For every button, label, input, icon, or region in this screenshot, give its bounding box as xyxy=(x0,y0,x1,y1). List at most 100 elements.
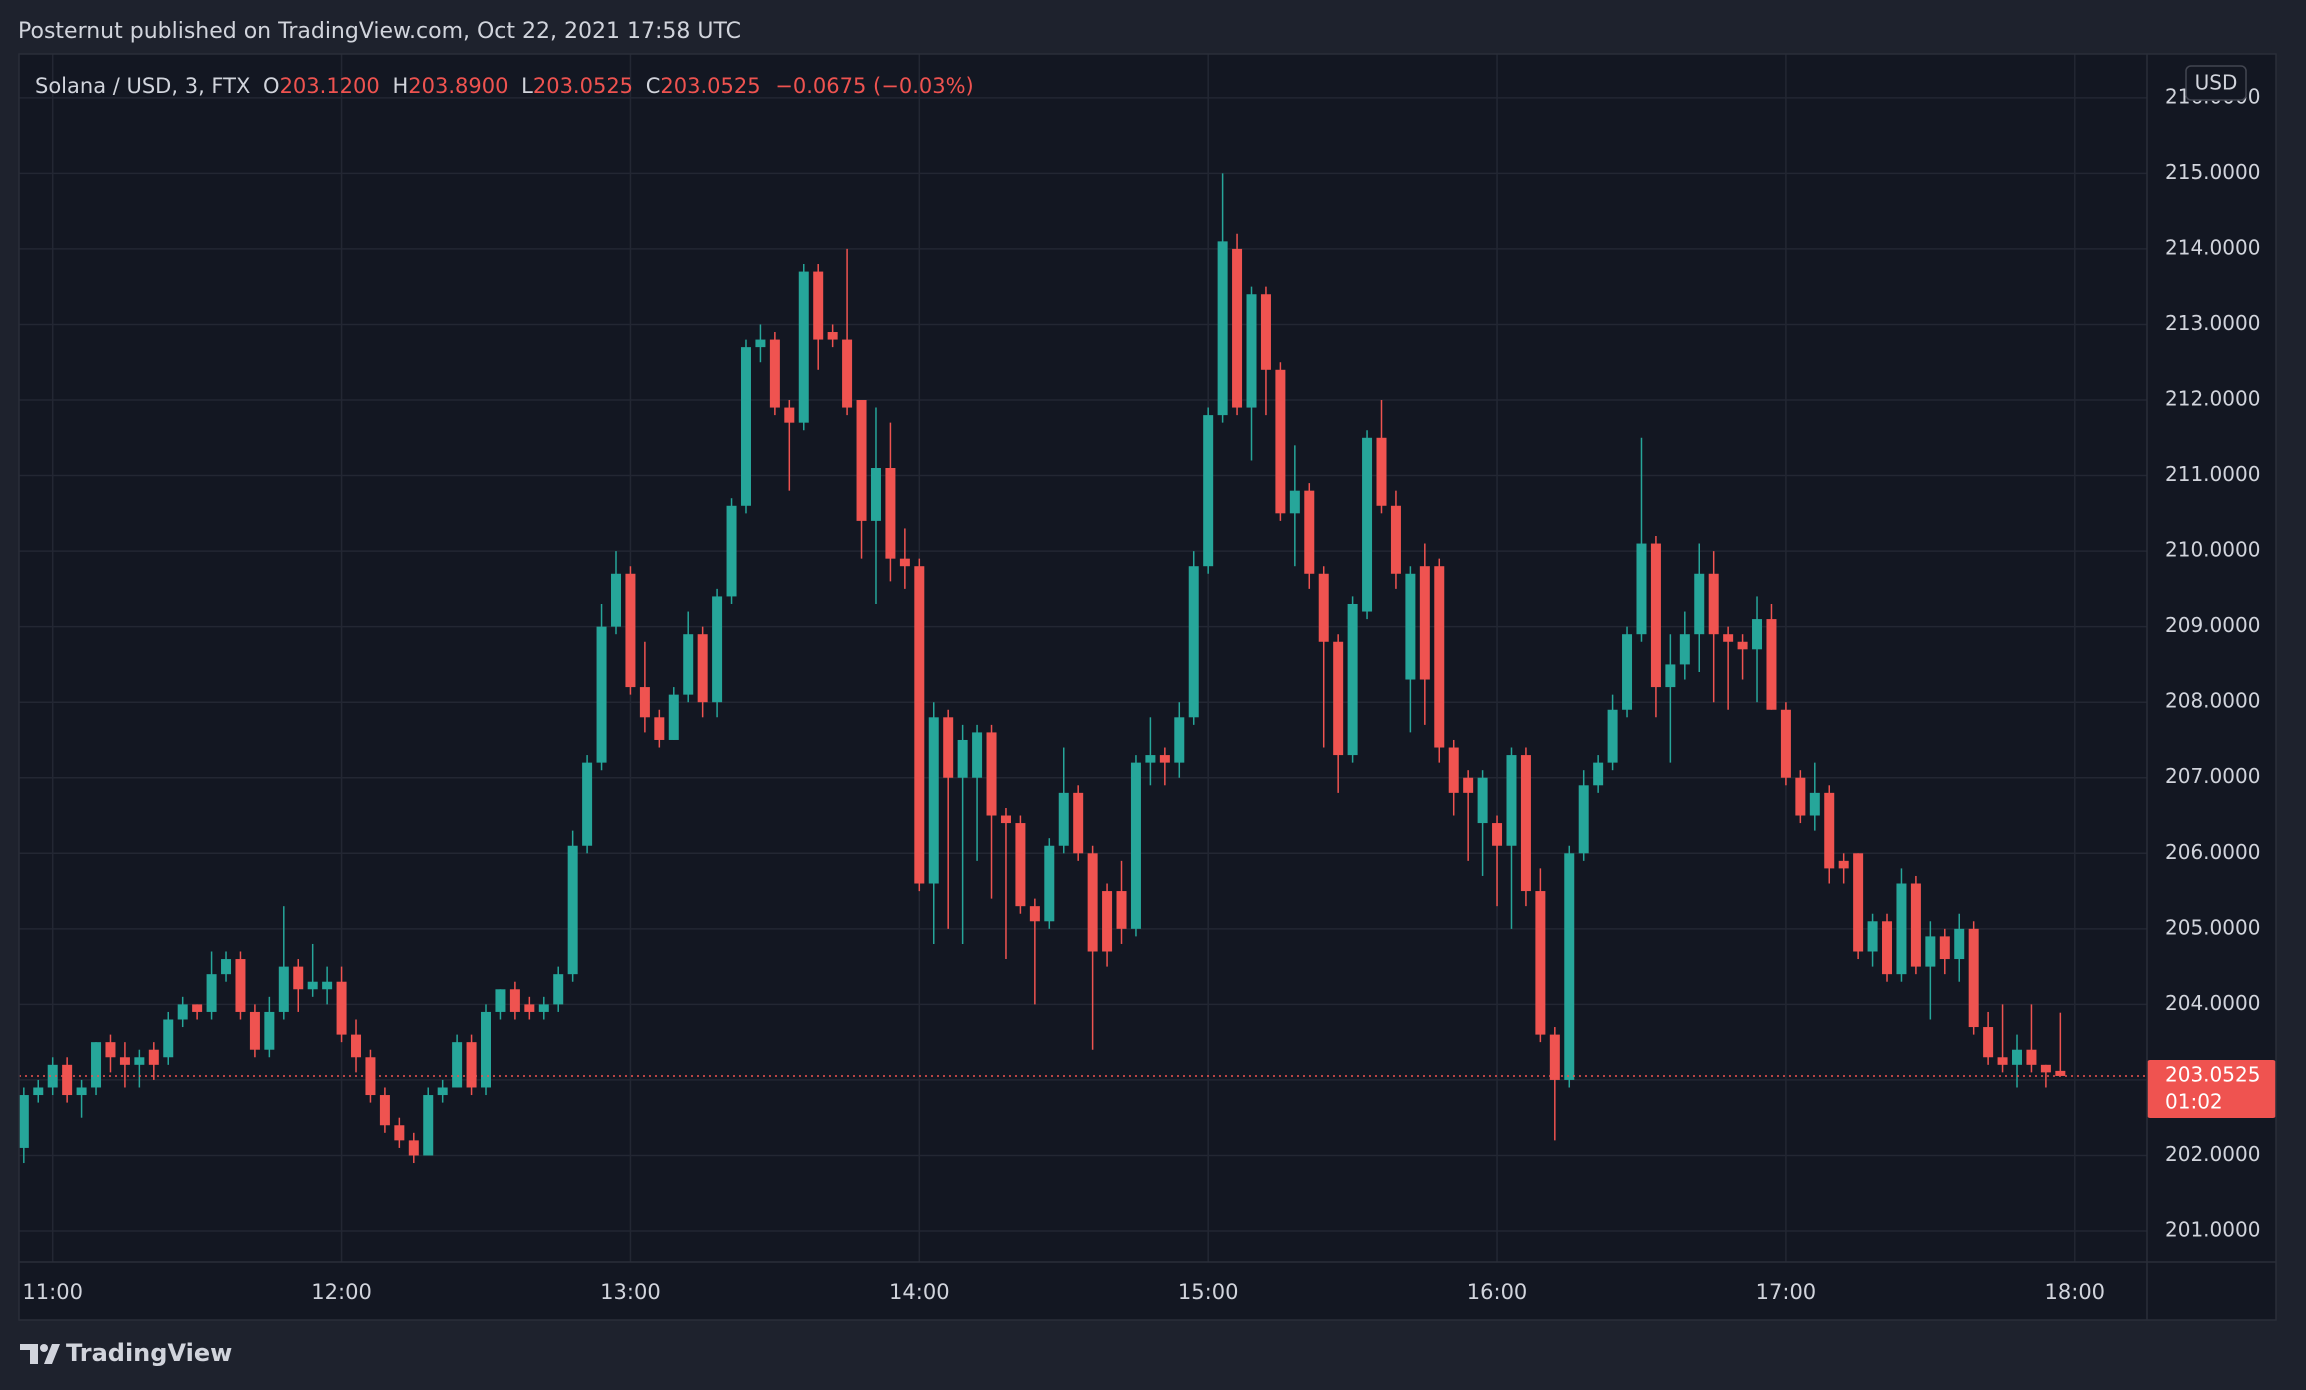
candle-body xyxy=(1809,792,1820,816)
axes: 201.0000202.0000203.0000204.0000205.0000… xyxy=(22,84,2276,1304)
currency-badge-box[interactable] xyxy=(2185,65,2247,101)
currency-badge[interactable]: USD xyxy=(2185,65,2247,101)
candle-body xyxy=(1174,717,1185,763)
candle-body xyxy=(249,1011,260,1050)
candle-body xyxy=(726,505,737,597)
candle-body xyxy=(769,339,780,408)
candle-body xyxy=(1925,936,1936,967)
candle-body xyxy=(1939,936,1950,960)
candle-body xyxy=(466,1042,477,1088)
candle-body xyxy=(1159,755,1170,763)
candle-body xyxy=(870,467,881,521)
candle-body xyxy=(1607,709,1618,763)
candle-body xyxy=(235,959,246,1012)
chart-pane xyxy=(19,54,2147,1262)
candle-body xyxy=(148,1049,159,1065)
close-label: C xyxy=(646,74,661,98)
candle-body xyxy=(62,1064,73,1096)
candle-body xyxy=(596,626,607,763)
candle-body xyxy=(1058,792,1069,846)
y-tick-label: 201.0000 xyxy=(2165,1218,2260,1242)
candle-body xyxy=(1000,815,1011,824)
candle-body xyxy=(683,634,694,695)
x-tick-label: 17:00 xyxy=(1756,1280,1817,1304)
candle-body xyxy=(365,1057,376,1096)
candle-body xyxy=(509,989,520,1012)
candle-body xyxy=(1188,566,1199,718)
candle-body xyxy=(1275,369,1286,514)
candle-body xyxy=(567,845,578,975)
candle-body xyxy=(1535,891,1546,1035)
candle-body xyxy=(1910,883,1921,967)
logo-mark xyxy=(20,1344,38,1364)
candle-body xyxy=(47,1064,58,1088)
candle-body xyxy=(697,634,708,703)
last-price-label: 203.0525 xyxy=(2165,1062,2260,1086)
candle-body xyxy=(91,1042,102,1088)
candle-body xyxy=(1145,755,1156,763)
candle-body xyxy=(105,1042,116,1058)
candle-body xyxy=(192,1004,203,1012)
time-axis xyxy=(19,1262,2276,1320)
high-value: 203.8900 xyxy=(408,74,508,98)
x-tick-label: 13:00 xyxy=(600,1280,661,1304)
candle-body xyxy=(1376,437,1387,506)
open-value: 203.1200 xyxy=(280,74,380,98)
logo-dot xyxy=(40,1344,48,1352)
candle-body xyxy=(914,566,925,884)
candle-body xyxy=(712,596,723,703)
y-tick-label: 209.0000 xyxy=(2165,613,2260,637)
candle-body xyxy=(1333,641,1344,756)
candle-body xyxy=(986,732,997,816)
candle-body xyxy=(928,717,939,884)
candle-body xyxy=(798,271,809,423)
candle-body xyxy=(1304,490,1315,574)
candle-body xyxy=(1492,823,1503,846)
candle-body xyxy=(1448,747,1459,793)
candle-body xyxy=(1882,921,1893,975)
x-tick-label: 11:00 xyxy=(22,1280,83,1304)
frame xyxy=(18,53,2277,1321)
candle-body xyxy=(1954,928,1965,960)
candle-body xyxy=(452,1042,463,1088)
y-tick-label: 207.0000 xyxy=(2165,764,2260,788)
currency-label[interactable]: USD xyxy=(2195,71,2238,95)
candle-body xyxy=(1593,762,1604,786)
candle-body xyxy=(379,1095,390,1126)
candle-body xyxy=(1694,573,1705,635)
x-tick-label: 16:00 xyxy=(1467,1280,1528,1304)
candle-body xyxy=(437,1087,448,1096)
candle-body xyxy=(885,467,896,559)
logo-slash xyxy=(44,1344,60,1364)
candle-body xyxy=(1463,777,1474,793)
candle-body xyxy=(1853,853,1864,952)
candle-body xyxy=(1102,891,1113,952)
candle-body xyxy=(1073,792,1084,854)
candle-body xyxy=(1477,777,1488,824)
candle-body xyxy=(1723,634,1734,642)
candle-body xyxy=(1232,248,1243,408)
candle-body xyxy=(336,981,347,1035)
candle-body xyxy=(1260,294,1271,370)
y-tick-label: 212.0000 xyxy=(2165,387,2260,411)
candle-body xyxy=(1780,709,1791,778)
candle-body xyxy=(1116,891,1127,929)
candle-body xyxy=(307,981,318,990)
footer-brand: TradingView xyxy=(66,1339,232,1367)
candle-body xyxy=(1622,634,1633,710)
x-tick-label: 15:00 xyxy=(1178,1280,1239,1304)
low-label: L xyxy=(521,74,533,98)
candle-body xyxy=(394,1125,405,1141)
y-tick-label: 202.0000 xyxy=(2165,1142,2260,1166)
candle-body xyxy=(1997,1057,2008,1065)
candle-body xyxy=(206,974,217,1012)
candle-body xyxy=(1015,823,1026,907)
high-label: H xyxy=(392,74,408,98)
candle-body xyxy=(827,332,838,340)
candle-body xyxy=(899,558,910,567)
candle-body xyxy=(408,1140,419,1156)
candle-body xyxy=(1029,906,1040,922)
candle-body xyxy=(278,966,289,1012)
candle-body xyxy=(2040,1064,2051,1073)
